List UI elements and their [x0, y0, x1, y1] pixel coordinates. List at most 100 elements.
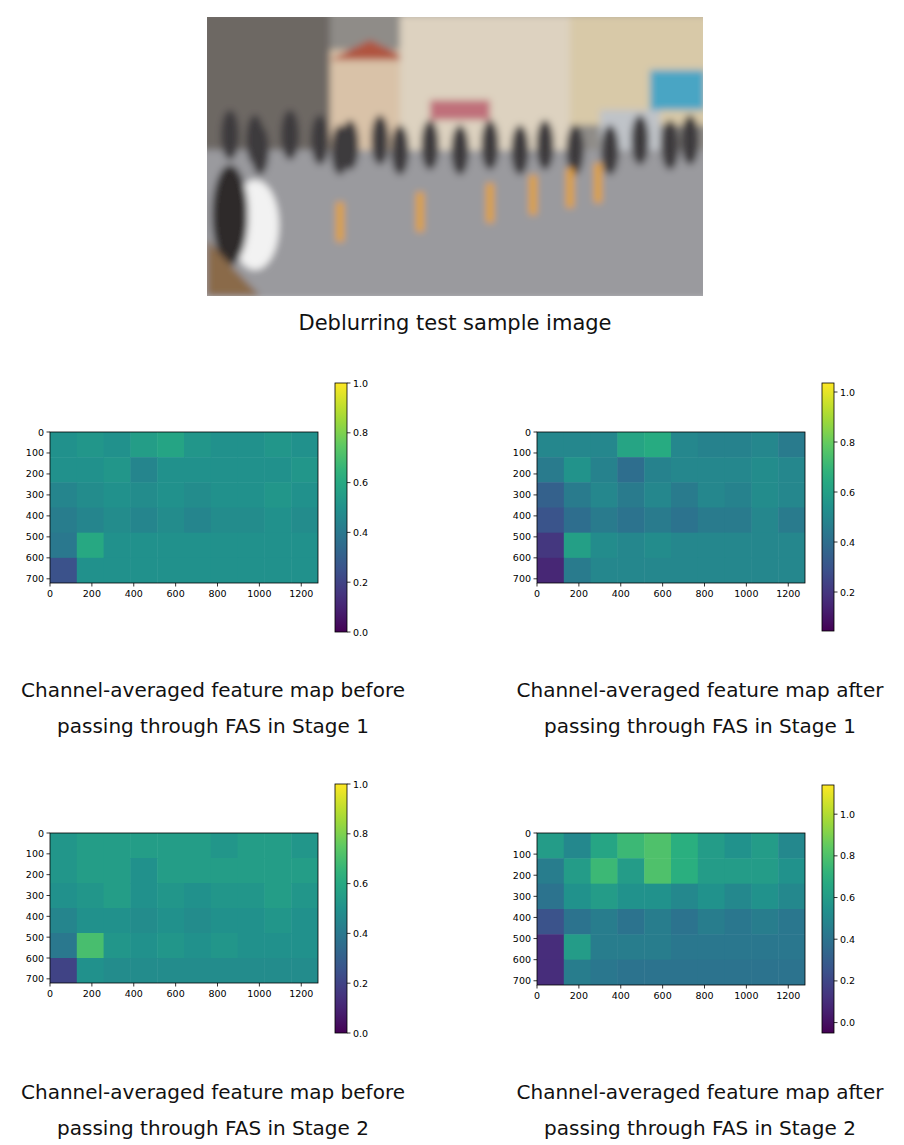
heatmap-cell	[564, 457, 591, 483]
x-tick	[175, 983, 176, 987]
heatmap-cell	[184, 508, 211, 534]
heatmap-cell	[184, 933, 211, 959]
y-tick	[47, 958, 51, 959]
heatmap-cell	[591, 508, 618, 534]
x-tick	[788, 985, 789, 989]
heatmap-cell	[130, 508, 157, 534]
y-tick	[47, 578, 51, 579]
heatmap-cell	[264, 833, 291, 859]
y-tick	[47, 978, 51, 979]
x-tick-label: 0	[47, 988, 53, 999]
x-tick-label: 0	[534, 990, 540, 1001]
y-tick-label: 300	[26, 890, 44, 901]
heatmap-cell	[778, 909, 805, 935]
heatmap-cell	[184, 558, 211, 583]
x-tick	[50, 983, 51, 987]
x-tick-label: 600	[167, 588, 185, 599]
colorbar-tick-label: 0.2	[353, 978, 368, 989]
y-tick-label: 300	[513, 891, 531, 902]
heatmap-cells	[50, 833, 318, 983]
heatmap-cell	[671, 934, 698, 960]
heatmap-cell	[644, 934, 671, 960]
x-tick	[301, 583, 302, 587]
heatmap-cell	[725, 432, 752, 458]
photo	[207, 17, 703, 296]
heatmap-cell	[644, 432, 671, 458]
colorbar-tick-label: 0.8	[353, 828, 368, 839]
colorbar-tick	[834, 442, 838, 443]
heatmap-cell	[238, 533, 265, 559]
y-tick-label: 200	[513, 468, 531, 479]
heatmap-cell	[778, 482, 805, 508]
heatmap-cell	[617, 508, 644, 534]
heatmap-cell	[238, 457, 265, 483]
y-tick	[534, 875, 538, 876]
heatmap-cell	[291, 958, 318, 983]
y-tick	[534, 557, 538, 558]
colorbar-tick-label: 0.8	[840, 850, 855, 861]
heatmap-cell	[264, 883, 291, 909]
y-tick-label: 500	[513, 933, 531, 944]
heatmap-cell	[671, 533, 698, 559]
heatmap-cell	[130, 533, 157, 559]
heatmap-cell	[77, 958, 104, 983]
x-tick-label: 1200	[289, 988, 313, 999]
heatmap-cell	[50, 858, 77, 884]
heatmap-cell	[130, 858, 157, 884]
heatmap-cell	[751, 934, 778, 960]
heatmap-cell	[238, 833, 265, 859]
heatmap-cell	[617, 858, 644, 884]
heatmap-cell	[264, 858, 291, 884]
heatmap-cell	[698, 533, 725, 559]
heatmap-cell	[291, 482, 318, 508]
heatmap-cell	[778, 960, 805, 985]
y-tick-label: 0	[38, 427, 44, 438]
x-tick	[91, 983, 92, 987]
heatmap-cell	[211, 533, 238, 559]
y-tick	[47, 473, 51, 474]
heatmap-cells	[537, 833, 805, 985]
heatmap-cell	[698, 960, 725, 985]
heatmap-cell	[184, 432, 211, 458]
heatmap-cell	[537, 833, 564, 859]
heatmap-cell	[725, 533, 752, 559]
heatmap-cell	[130, 908, 157, 934]
panel-caption: passing through FAS in Stage 2	[544, 1116, 856, 1140]
heatmap-cell	[157, 432, 184, 458]
panel-caption: passing through FAS in Stage 1	[57, 714, 369, 738]
y-tick-label: 0	[525, 427, 531, 438]
heatmap-cell	[537, 934, 564, 960]
x-tick	[217, 983, 218, 987]
colorbar-tick-label: 0.0	[840, 1017, 855, 1028]
heatmap-cells	[537, 432, 805, 583]
y-tick	[534, 980, 538, 981]
x-tick	[662, 583, 663, 587]
heatmap-cell	[564, 934, 591, 960]
x-tick	[259, 983, 260, 987]
axes-frame	[50, 432, 318, 583]
y-tick	[47, 916, 51, 917]
heatmap-cell	[291, 558, 318, 583]
heatmap-cell	[50, 908, 77, 934]
colorbar-tick-label: 0.8	[353, 427, 368, 438]
x-tick-label: 400	[125, 988, 143, 999]
heatmap-cell	[617, 457, 644, 483]
heatmap-cell	[537, 432, 564, 458]
heatmap-cell	[698, 833, 725, 859]
heatmap-cell	[644, 482, 671, 508]
x-tick-label: 200	[83, 588, 101, 599]
y-tick	[534, 959, 538, 960]
heatmap-cell	[725, 482, 752, 508]
heatmap-cell	[751, 432, 778, 458]
heatmap-cell	[725, 858, 752, 884]
heatmap-cell	[591, 884, 618, 910]
heatmap-panel: 0200400600800100012000100200300400500600…	[513, 785, 884, 1140]
heatmap-cell	[751, 909, 778, 935]
y-tick-label: 500	[513, 531, 531, 542]
heatmap-cell	[211, 833, 238, 859]
heatmap-cell	[50, 432, 77, 458]
x-tick-label: 1200	[776, 588, 800, 599]
heatmap-cell	[725, 457, 752, 483]
colorbar-tick-label: 0.6	[353, 477, 368, 488]
y-tick-label: 600	[513, 552, 531, 563]
